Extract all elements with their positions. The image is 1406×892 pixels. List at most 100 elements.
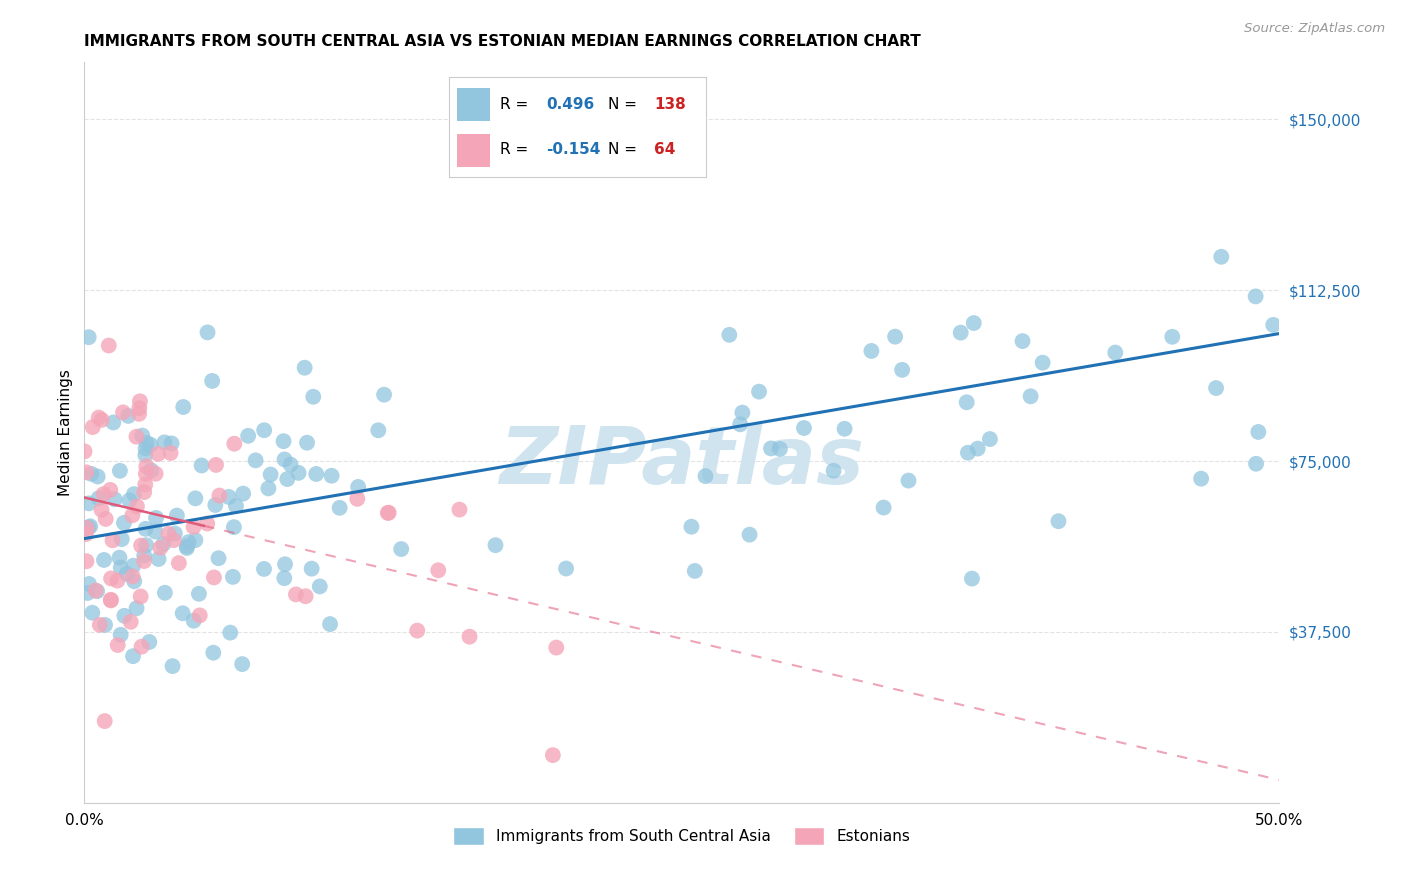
- Point: [695, 469, 717, 483]
- Point: [759, 442, 782, 456]
- Point: [949, 326, 972, 340]
- Point: [966, 442, 988, 456]
- Point: [110, 560, 132, 574]
- Point: [232, 486, 254, 500]
- Point: [276, 472, 298, 486]
- Point: [1205, 381, 1227, 395]
- Point: [117, 409, 139, 423]
- Point: [295, 435, 318, 450]
- Point: [118, 493, 141, 508]
- Point: [236, 429, 259, 443]
- Point: [205, 458, 228, 472]
- Point: [884, 329, 907, 343]
- Point: [125, 601, 148, 615]
- Point: [1032, 356, 1054, 370]
- Point: [112, 405, 135, 419]
- Point: [138, 635, 160, 649]
- Point: [79, 519, 101, 533]
- Point: [208, 489, 231, 503]
- Point: [75, 554, 97, 568]
- Point: [166, 508, 188, 523]
- Point: [308, 579, 330, 593]
- Point: [960, 572, 983, 586]
- Point: [107, 638, 129, 652]
- Point: [222, 520, 245, 534]
- Point: [731, 406, 754, 420]
- Point: [195, 516, 218, 531]
- Point: [148, 552, 170, 566]
- Point: [872, 500, 894, 515]
- Point: [129, 590, 152, 604]
- Point: [98, 483, 121, 497]
- Point: [112, 608, 135, 623]
- Point: [112, 516, 135, 530]
- Point: [273, 434, 295, 449]
- Point: [135, 467, 157, 481]
- Point: [1161, 330, 1184, 344]
- Point: [129, 394, 152, 409]
- Point: [107, 574, 129, 588]
- Point: [76, 521, 98, 535]
- Point: [367, 423, 389, 437]
- Point: [93, 714, 115, 728]
- Point: [77, 520, 100, 534]
- Point: [956, 446, 979, 460]
- Point: [287, 466, 309, 480]
- Point: [135, 538, 157, 552]
- Point: [294, 589, 316, 603]
- Point: [225, 499, 247, 513]
- Point: [184, 533, 207, 547]
- Point: [823, 464, 845, 478]
- Point: [280, 458, 302, 472]
- Point: [218, 490, 240, 504]
- Point: [128, 407, 150, 421]
- Point: [1104, 345, 1126, 359]
- Point: [187, 587, 209, 601]
- Point: [1189, 472, 1212, 486]
- Point: [347, 480, 370, 494]
- Point: [101, 533, 124, 548]
- Point: [121, 569, 143, 583]
- Point: [134, 448, 156, 462]
- Point: [346, 491, 368, 506]
- Point: [129, 539, 152, 553]
- Point: [231, 657, 253, 671]
- Point: [406, 624, 429, 638]
- Point: [145, 467, 167, 481]
- Point: [153, 586, 176, 600]
- Text: IMMIGRANTS FROM SOUTH CENTRAL ASIA VS ESTONIAN MEDIAN EARNINGS CORRELATION CHART: IMMIGRANTS FROM SOUTH CENTRAL ASIA VS ES…: [84, 34, 921, 49]
- Point: [84, 583, 107, 598]
- Point: [427, 563, 450, 577]
- Point: [377, 506, 399, 520]
- Point: [108, 550, 131, 565]
- Point: [125, 500, 148, 514]
- Point: [253, 423, 276, 437]
- Point: [319, 617, 342, 632]
- Point: [1244, 289, 1267, 303]
- Point: [377, 506, 399, 520]
- Point: [110, 628, 132, 642]
- Point: [555, 561, 578, 575]
- Point: [122, 649, 145, 664]
- Point: [111, 532, 134, 546]
- Point: [259, 467, 281, 482]
- Point: [184, 491, 207, 506]
- Point: [172, 400, 194, 414]
- Point: [82, 420, 104, 434]
- Point: [86, 584, 108, 599]
- Point: [90, 413, 112, 427]
- Point: [153, 435, 176, 450]
- Point: [188, 608, 211, 623]
- Point: [75, 466, 97, 480]
- Point: [77, 577, 100, 591]
- Point: [683, 564, 706, 578]
- Point: [541, 748, 564, 763]
- Point: [159, 446, 181, 460]
- Point: [93, 553, 115, 567]
- Point: [143, 524, 166, 539]
- Point: [108, 464, 131, 478]
- Point: [77, 496, 100, 510]
- Point: [82, 606, 104, 620]
- Point: [305, 467, 328, 481]
- Point: [93, 487, 115, 501]
